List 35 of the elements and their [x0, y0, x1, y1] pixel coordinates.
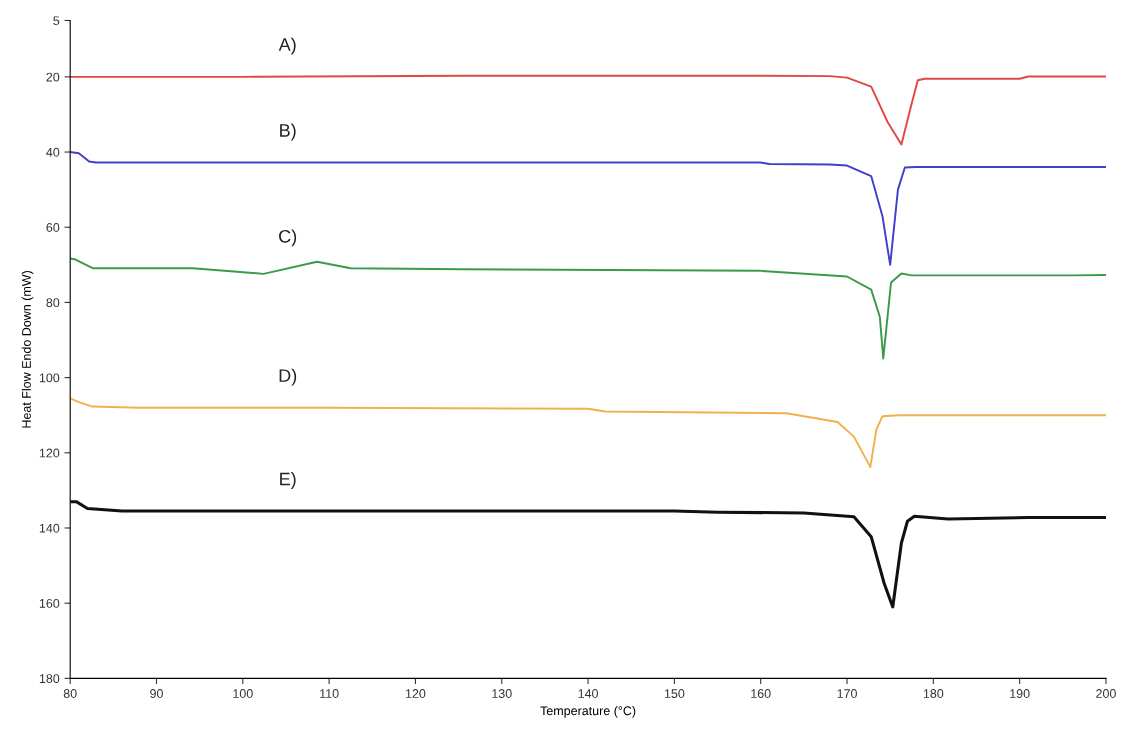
- x-tick-label: 150: [664, 689, 685, 698]
- annotation: A): [278, 37, 296, 55]
- x-tick-label: 130: [492, 689, 512, 698]
- y-axis-title: Heat Flow Endo Down (mW): [21, 271, 34, 428]
- y-tick-label: 180: [39, 674, 60, 684]
- line-series: [70, 257, 1106, 360]
- annotation: B): [280, 123, 296, 141]
- x-tick-label: 120: [405, 689, 426, 698]
- y-tick-label: 20: [46, 72, 60, 82]
- x-tick-label: 170: [837, 689, 857, 698]
- annotation: C): [279, 229, 297, 247]
- x-axis-title: Temperature (°C): [540, 705, 636, 718]
- y-tick-label: 100: [39, 373, 60, 383]
- x-tick-label: 140: [578, 689, 599, 698]
- y-tick-label: 40: [46, 147, 60, 157]
- x-tick-label: 160: [751, 689, 771, 698]
- y-tick-label: 120: [39, 448, 60, 458]
- x-tick-label: 110: [320, 689, 339, 698]
- annotation: D): [279, 368, 297, 386]
- annotation: E): [280, 472, 296, 489]
- line-series: [70, 500, 1106, 609]
- x-tick-label: 90: [150, 689, 163, 698]
- y-tick-label: 60: [46, 223, 60, 232]
- y-tick-label: 80: [46, 298, 60, 308]
- x-tick-label: 200: [1096, 689, 1116, 698]
- line-series: [70, 397, 1106, 469]
- x-tick-label: 190: [1010, 689, 1030, 698]
- line-series: [70, 74, 1106, 146]
- x-tick-label: 100: [233, 689, 253, 698]
- line-series: [70, 151, 1106, 266]
- y-tick-label: 5: [53, 16, 60, 26]
- x-tick-label: 180: [923, 689, 944, 698]
- x-tick-label: 80: [63, 689, 77, 698]
- y-tick-label: 160: [39, 598, 60, 608]
- y-tick-label: 140: [39, 523, 60, 533]
